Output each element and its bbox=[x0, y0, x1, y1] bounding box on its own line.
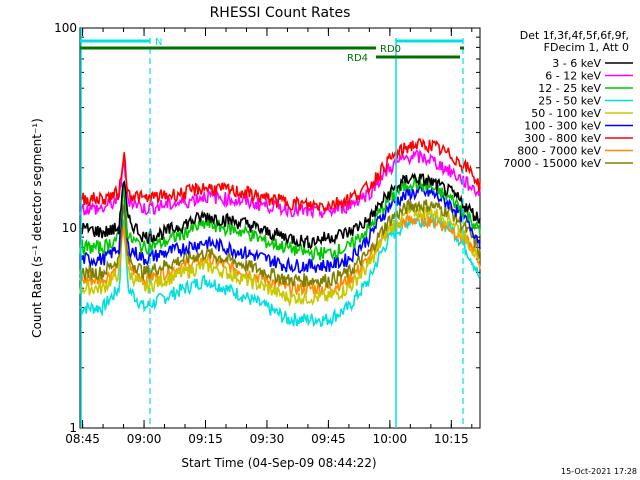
x-tick-label: 08:45 bbox=[65, 432, 100, 446]
legend-label: 100 - 300 keV bbox=[524, 120, 601, 133]
chart-title: RHESSI Count Rates bbox=[210, 5, 351, 21]
legend-label: 50 - 100 keV bbox=[531, 107, 601, 120]
x-tick-label: 09:15 bbox=[188, 432, 223, 446]
series-line bbox=[79, 198, 481, 288]
plot-frame bbox=[79, 27, 481, 429]
axis-ticks bbox=[80, 28, 480, 429]
x-tick-label: 09:45 bbox=[311, 432, 346, 446]
legend-label: 300 - 800 keV bbox=[524, 132, 601, 145]
legend-label: 7000 - 15000 keV bbox=[503, 157, 601, 170]
y-tick-label: 100 bbox=[54, 21, 77, 35]
series-line bbox=[79, 184, 481, 274]
x-tick-labels: 08:45 09:00 09:15 09:30 09:45 10:00 10:15 bbox=[65, 432, 468, 446]
legend-label: 6 - 12 keV bbox=[545, 70, 601, 83]
y-tick-labels: 1 10 100 bbox=[54, 21, 77, 435]
y-tick-label: 1 bbox=[69, 421, 77, 435]
x-tick-label: 10:15 bbox=[434, 432, 469, 446]
legend-header-2: FDecim 1, Att 0 bbox=[544, 41, 629, 54]
footer-date: 15-Oct-2021 17:28 bbox=[561, 467, 637, 476]
y-tick-label: 10 bbox=[62, 221, 77, 235]
rd4-label: RD4 bbox=[347, 53, 368, 64]
x-tick-label: 09:00 bbox=[127, 432, 162, 446]
series-line bbox=[79, 211, 481, 328]
x-tick-label: 10:00 bbox=[373, 432, 408, 446]
rd0-label: RD0 bbox=[380, 44, 401, 55]
series-line bbox=[79, 138, 481, 214]
series-line bbox=[79, 172, 481, 250]
legend-label: 800 - 7000 keV bbox=[517, 145, 601, 158]
x-tick-label: 09:30 bbox=[250, 432, 285, 446]
x-axis-title: Start Time (04-Sep-09 08:44:22) bbox=[181, 456, 376, 470]
legend-label: 25 - 50 keV bbox=[538, 95, 601, 108]
y-axis-title: Count Rate (s⁻¹ detector segment⁻¹) bbox=[30, 118, 44, 338]
legend-header-1: Det 1f,3f,4f,5f,6f,9f, bbox=[520, 29, 629, 42]
series-line bbox=[79, 148, 481, 220]
series-line bbox=[79, 176, 481, 262]
legend-label: 12 - 25 keV bbox=[538, 82, 601, 95]
time-markers: N RD0 RD4 bbox=[80, 28, 464, 428]
legend-label: 3 - 6 keV bbox=[552, 57, 601, 70]
night-bar-label: N bbox=[155, 37, 162, 48]
series-layer bbox=[79, 138, 481, 328]
